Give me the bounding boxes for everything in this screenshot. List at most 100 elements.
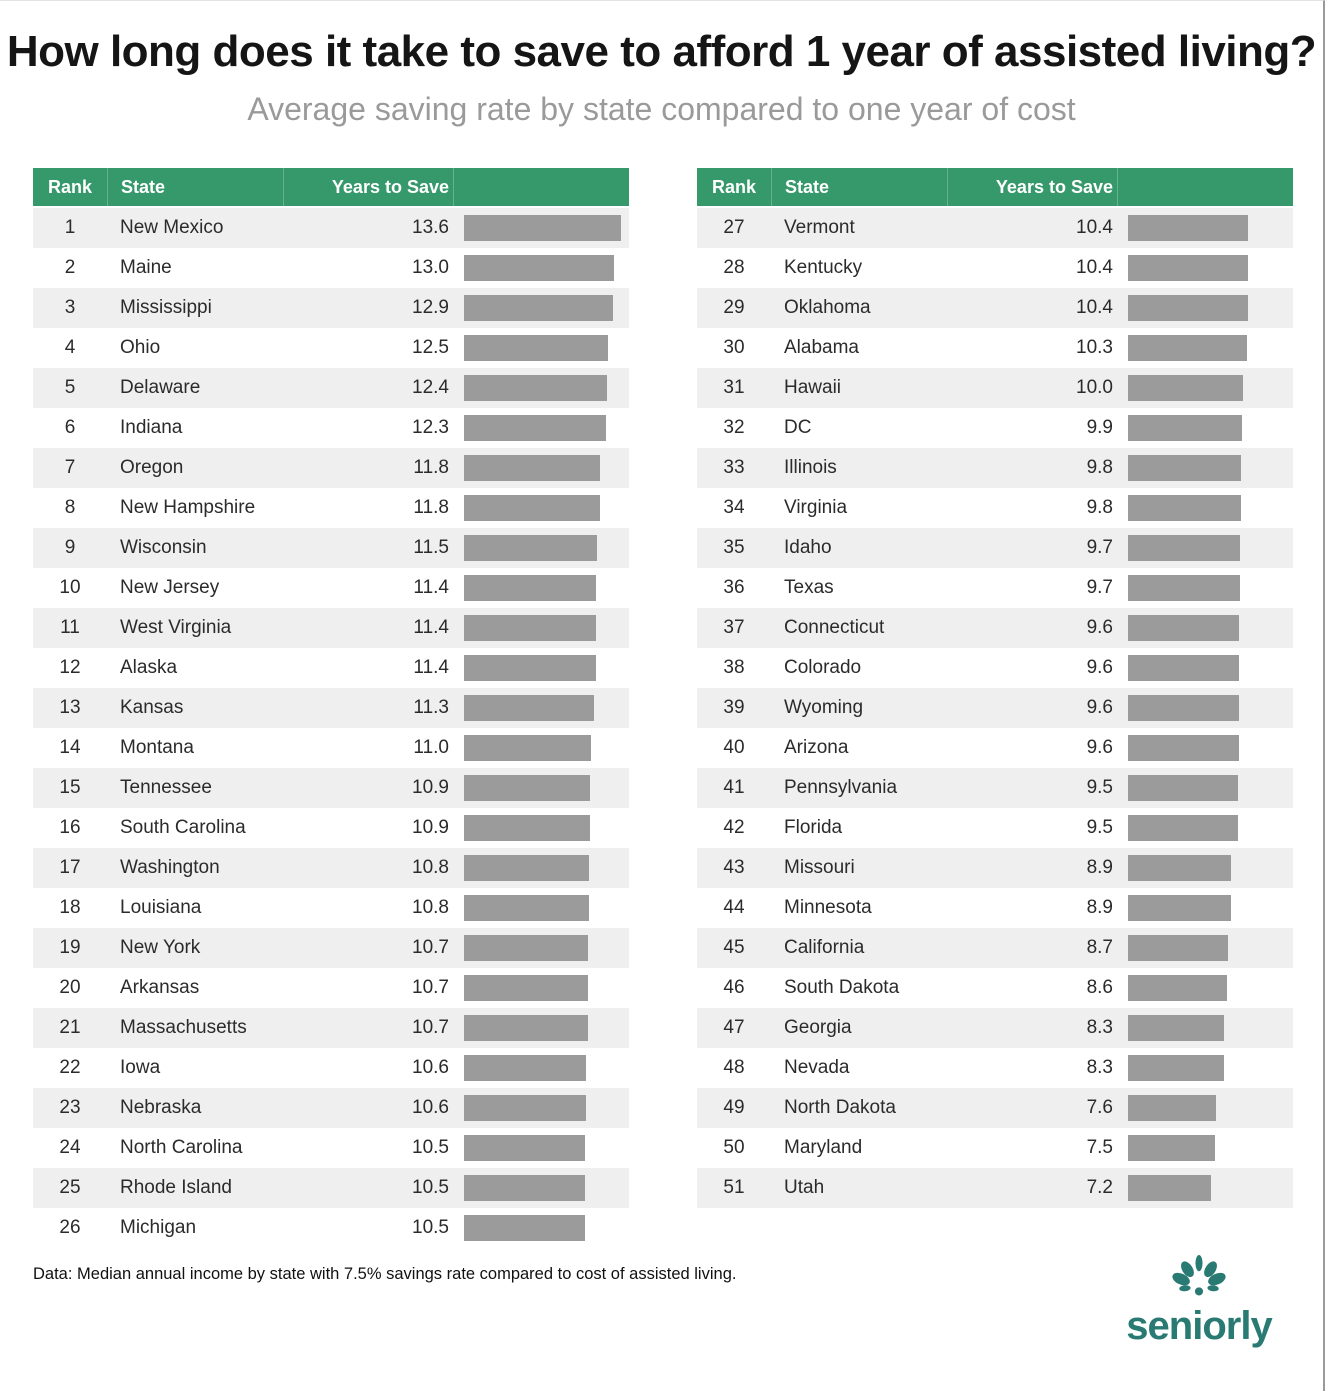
rank-cell: 17 [59,857,81,878]
state-cell: Wisconsin [120,537,207,558]
state-cell: Indiana [120,417,183,438]
rank-cell: 27 [723,217,745,238]
bar-cell [453,535,629,561]
bar-cell [1117,535,1293,561]
state-cell: Massachusetts [120,1017,247,1038]
table-row: 39 Wyoming 9.6 [697,688,1293,728]
brand-wordmark: seniorly [1126,1304,1272,1348]
years-to-save-cell: 11.5 [413,537,449,558]
rank-cell: 35 [723,537,745,558]
rank-cell: 16 [59,817,81,838]
bar-cell [453,255,629,281]
table-row: 14 Montana 11.0 [33,728,629,768]
rank-cell: 5 [64,377,76,398]
years-to-save-cell: 10.9 [412,817,449,838]
value-bar [464,1215,585,1241]
bar-cell [453,735,629,761]
table-row: 50 Maryland 7.5 [697,1128,1293,1168]
rank-cell: 21 [59,1017,81,1038]
table-row: 48 Nevada 8.3 [697,1048,1293,1088]
years-to-save-cell: 9.6 [1086,737,1113,758]
years-to-save-cell: 8.3 [1086,1017,1113,1038]
rank-cell: 18 [59,897,81,918]
table-header-row: Rank State Years to Save [697,168,1293,206]
column-header-years-to-save: Years to Save [283,168,453,206]
value-bar [464,495,600,521]
state-cell: Kansas [120,697,184,718]
value-bar [1128,1135,1215,1161]
state-cell: Ohio [120,337,161,358]
value-bar [1128,1015,1224,1041]
table-row: 8 New Hampshire 11.8 [33,488,629,528]
table-row: 37 Connecticut 9.6 [697,608,1293,648]
bar-cell [453,495,629,521]
state-cell: Minnesota [784,897,872,918]
value-bar [464,815,590,841]
years-to-save-cell: 10.8 [412,857,449,878]
table-row: 19 New York 10.7 [33,928,629,968]
bar-cell [1117,815,1293,841]
rank-cell: 30 [723,337,745,358]
value-bar [464,935,588,961]
value-bar [464,295,613,321]
state-cell: Pennsylvania [784,777,898,798]
years-to-save-cell: 10.4 [1076,297,1113,318]
table-row: 49 North Dakota 7.6 [697,1088,1293,1128]
bar-cell [453,215,629,241]
bar-cell [1117,215,1293,241]
table-row: 20 Arkansas 10.7 [33,968,629,1008]
years-to-save-cell: 9.8 [1086,497,1113,518]
value-bar [1128,1095,1216,1121]
table-row: 43 Missouri 8.9 [697,848,1293,888]
bar-cell [1117,1175,1293,1201]
bar-cell [1117,975,1293,1001]
rank-cell: 31 [723,377,745,398]
state-cell: Nevada [784,1057,850,1078]
years-to-save-cell: 7.5 [1086,1137,1113,1158]
state-cell: Texas [784,577,834,598]
value-bar [464,615,596,641]
years-to-save-cell: 10.6 [412,1097,449,1118]
table-row: 26 Michigan 10.5 [33,1208,629,1248]
years-to-save-cell: 9.7 [1086,577,1113,598]
value-bar [464,1095,586,1121]
bar-cell [453,575,629,601]
years-to-save-cell: 12.3 [412,417,449,438]
table-row: 25 Rhode Island 10.5 [33,1168,629,1208]
value-bar [1128,335,1247,361]
bar-cell [1117,735,1293,761]
table-row: 46 South Dakota 8.6 [697,968,1293,1008]
bar-cell [1117,575,1293,601]
table-row: 34 Virginia 9.8 [697,488,1293,528]
years-to-save-cell: 12.4 [412,377,449,398]
bar-cell [453,1055,629,1081]
years-to-save-cell: 13.6 [412,217,449,238]
rank-cell: 25 [59,1177,81,1198]
value-bar [464,775,590,801]
value-bar [1128,655,1239,681]
years-to-save-cell: 10.7 [412,937,449,958]
bar-cell [1117,455,1293,481]
state-cell: Washington [120,857,220,878]
rank-cell: 37 [723,617,745,638]
state-cell: Illinois [784,457,837,478]
seniorly-logo: seniorly [1117,1249,1281,1346]
state-cell: North Dakota [784,1097,896,1118]
years-to-save-cell: 11.8 [413,497,449,518]
state-cell: Montana [120,737,194,758]
bar-cell [453,1095,629,1121]
bar-cell [1117,255,1293,281]
bar-cell [1117,1015,1293,1041]
years-to-save-cell: 8.7 [1086,937,1113,958]
bar-cell [453,375,629,401]
rank-cell: 2 [64,257,76,278]
rank-cell: 48 [723,1057,745,1078]
table-row: 51 Utah 7.2 [697,1168,1293,1208]
bar-cell [1117,1055,1293,1081]
state-cell: Florida [784,817,843,838]
table-row: 29 Oklahoma 10.4 [697,288,1293,328]
years-to-save-cell: 9.9 [1086,417,1113,438]
bar-cell [453,895,629,921]
column-header-rank: Rank [47,176,92,197]
state-cell: Rhode Island [120,1177,232,1198]
